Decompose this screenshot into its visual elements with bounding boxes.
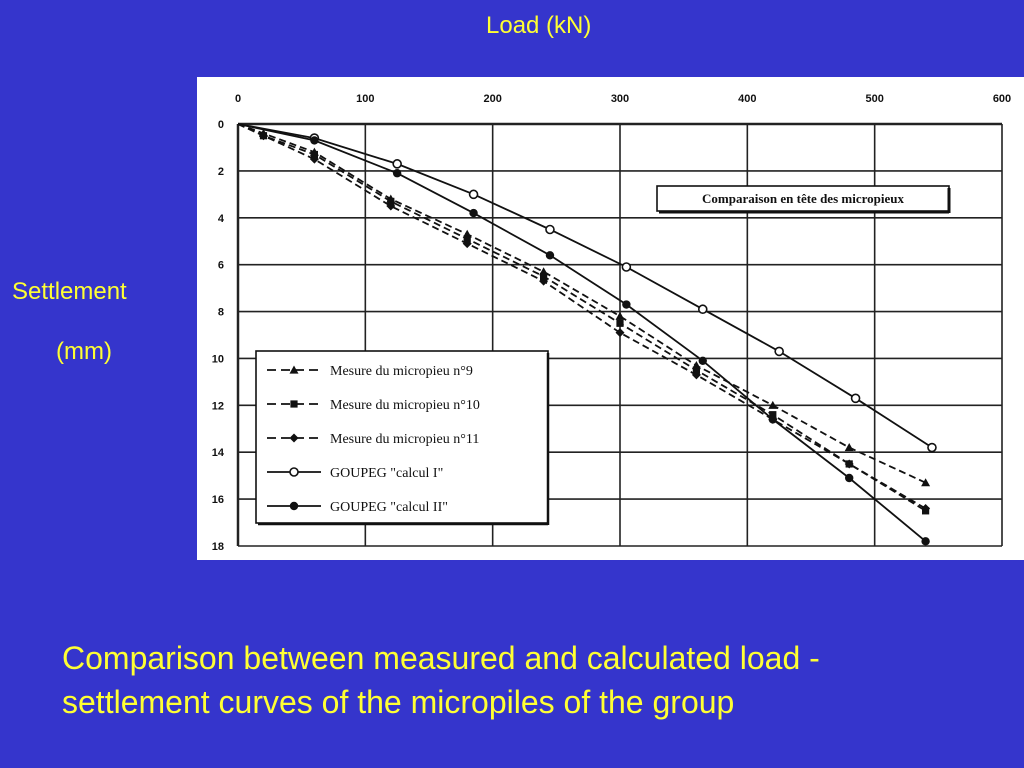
y-tick-label: 10 <box>212 353 224 365</box>
x-axis-label: Load (kN) <box>486 12 592 39</box>
x-tick-label: 600 <box>993 93 1011 105</box>
data-point <box>615 328 625 338</box>
data-point <box>392 169 402 178</box>
data-point <box>844 459 854 469</box>
chart-title-box: Comparaison en tête des micropieux <box>656 185 951 214</box>
data-point <box>622 300 631 309</box>
x-tick-label: 0 <box>235 93 241 105</box>
data-point <box>545 224 555 235</box>
x-tick-label: 200 <box>483 93 501 105</box>
data-point <box>921 478 931 487</box>
data-point <box>692 366 700 374</box>
y-tick-label: 14 <box>212 447 225 459</box>
data-point <box>540 272 548 280</box>
data-point <box>309 154 319 164</box>
y-tick-label: 18 <box>212 541 224 553</box>
data-point <box>616 319 624 327</box>
chart-title: Comparaison en tête des micropieux <box>702 191 904 206</box>
legend-label: GOUPEG "calcul II" <box>330 500 448 515</box>
data-point <box>545 251 555 260</box>
data-point <box>310 150 318 159</box>
data-point <box>289 467 299 477</box>
data-point <box>921 537 930 546</box>
x-tick-label: 100 <box>356 93 374 105</box>
legend-label: Mesure du micropieu n°11 <box>330 432 479 447</box>
title-box-frame <box>656 185 950 212</box>
data-point <box>921 503 931 513</box>
legend-label: Mesure du micropieu n°9 <box>330 364 473 379</box>
data-point <box>691 370 701 380</box>
y-tick-label: 8 <box>218 307 224 319</box>
series-line <box>237 123 933 449</box>
data-point <box>392 159 402 169</box>
data-point <box>290 400 298 408</box>
y-axis-label-line2: (mm) <box>56 338 112 365</box>
data-point <box>539 276 549 286</box>
data-point <box>698 356 707 365</box>
legend-label: Mesure du micropieu n°10 <box>330 398 480 413</box>
series-line <box>237 123 927 542</box>
slide-caption: Comparison between measured and calculat… <box>62 636 1012 724</box>
data-point <box>469 208 478 218</box>
data-point <box>774 346 784 357</box>
caption-line-1: Comparison between measured and calculat… <box>62 640 820 676</box>
x-tick-label: 300 <box>611 93 629 105</box>
y-tick-label: 12 <box>212 400 224 412</box>
y-tick-label: 0 <box>218 119 224 131</box>
data-point <box>850 393 861 404</box>
data-point <box>845 473 854 483</box>
data-point <box>844 443 854 452</box>
data-point <box>615 311 625 320</box>
legend: Mesure du micropieu n°9 Mesure du micropi… <box>255 350 550 526</box>
data-point <box>386 201 396 211</box>
data-point <box>768 415 777 424</box>
data-point <box>258 131 268 141</box>
data-point <box>621 262 632 272</box>
chart-area: 0 100 200 300 400 500 600 0 2 4 6 8 10 12 14 16 18 Compar… <box>197 77 1024 560</box>
legend-frame <box>255 350 549 524</box>
data-point <box>289 433 299 443</box>
data-point <box>387 197 395 205</box>
x-tick-label: 500 <box>865 93 883 105</box>
y-tick-label: 6 <box>218 260 224 272</box>
y-tick-label: 16 <box>212 494 224 506</box>
data-point <box>697 304 708 315</box>
data-point <box>462 239 472 249</box>
y-tick-label: 4 <box>218 213 225 225</box>
data-point <box>468 189 479 200</box>
caption-line-2: settlement curves of the micropiles of t… <box>62 684 735 720</box>
data-point <box>927 442 937 453</box>
data-point <box>768 400 778 409</box>
y-tick-label: 2 <box>218 166 224 178</box>
y-axis-label-line1: Settlement <box>12 278 127 305</box>
series-5 <box>237 123 930 546</box>
data-point <box>769 411 777 419</box>
data-point <box>289 365 299 374</box>
chart-svg: 0 100 200 300 400 500 600 0 2 4 6 8 10 12 14 16 18 Compar… <box>212 93 1011 553</box>
x-tick-label: 400 <box>738 93 756 105</box>
data-point <box>310 136 319 145</box>
legend-label: GOUPEG "calcul I" <box>330 466 443 481</box>
data-point <box>463 235 471 243</box>
data-point <box>289 501 299 511</box>
